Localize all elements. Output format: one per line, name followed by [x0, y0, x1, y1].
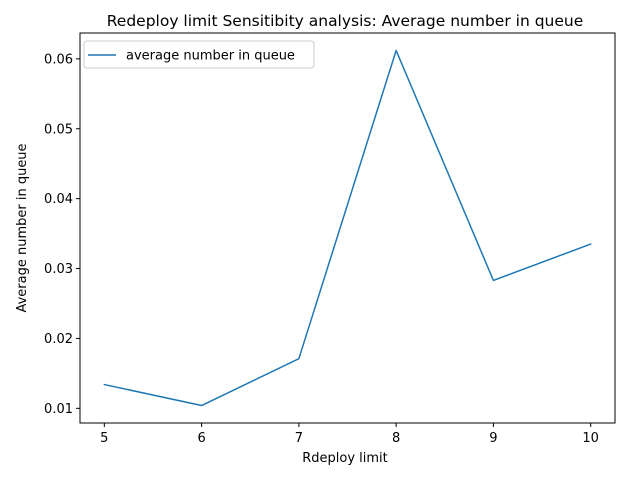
- y-tick-label: 0.03: [44, 262, 73, 277]
- y-tick-label: 0.06: [44, 52, 73, 67]
- x-tick-label: 6: [197, 431, 205, 446]
- x-axis-label: Rdeploy limit: [302, 451, 388, 466]
- y-tick-label: 0.04: [44, 192, 73, 207]
- x-tick-label: 7: [295, 431, 303, 446]
- chart-title: Redeploy limit Sensitibity analysis: Ave…: [107, 12, 584, 30]
- legend-label: average number in queue: [126, 49, 295, 64]
- plot-frame: [79, 32, 616, 424]
- y-axis-label: Average number in queue: [15, 143, 30, 312]
- x-tick-label: 10: [582, 431, 599, 446]
- series-line: [103, 49, 592, 407]
- y-tick-label: 0.02: [44, 332, 73, 347]
- y-tick-label: 0.05: [44, 122, 73, 137]
- y-axis-ticks: 0.01 0.02 0.03 0.04 0.05 0.06: [44, 52, 80, 417]
- y-tick-label: 0.01: [44, 402, 73, 417]
- x-axis-ticks: 5 6 7 8 9 10: [100, 423, 599, 446]
- legend: average number in queue: [83, 40, 315, 69]
- series-layer: [103, 49, 592, 407]
- x-tick-label: 8: [392, 431, 400, 446]
- x-tick-label: 9: [489, 431, 497, 446]
- legend-box: [83, 40, 315, 69]
- x-tick-label: 5: [100, 431, 108, 446]
